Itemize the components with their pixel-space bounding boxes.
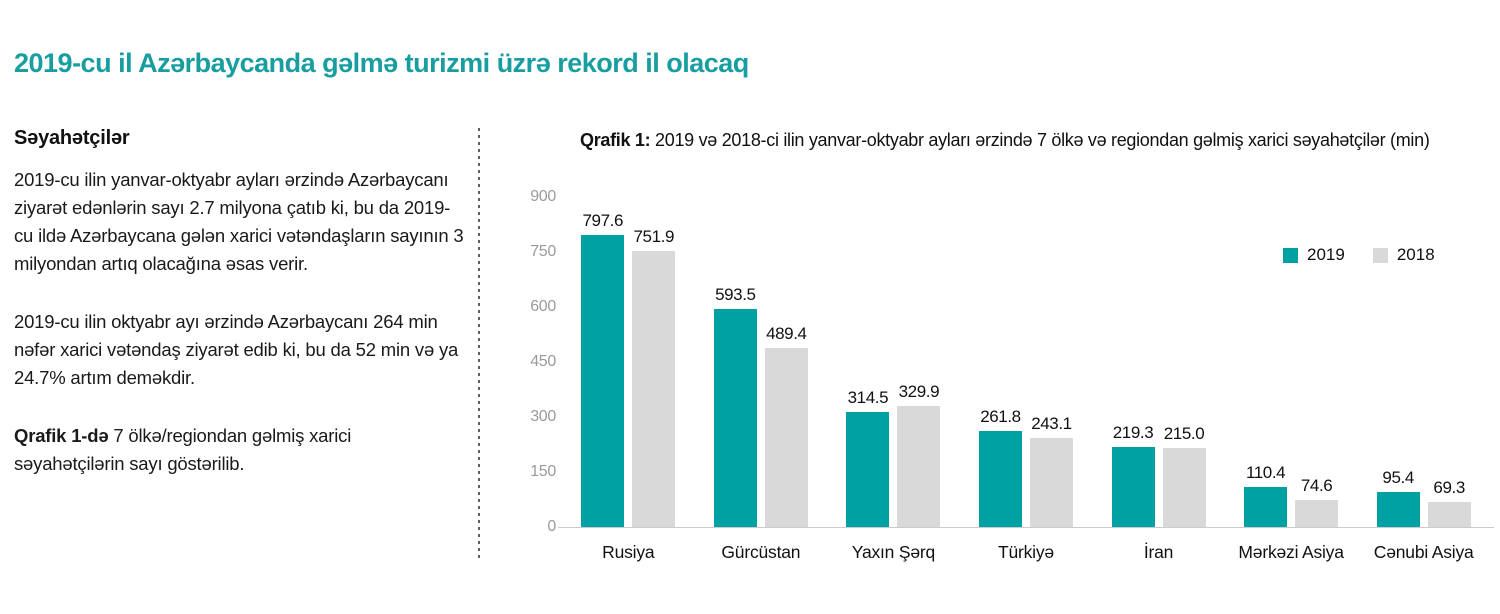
legend-label-2019: 2019 [1307,245,1345,264]
sidebar-heading: Səyahətçilər [14,127,130,149]
bar-column-2019-yax-n-rq: 314.5 [846,388,890,527]
bar-column-2018-yax-n-rq: 329.9 [897,382,941,527]
bar-column-2019-rusiya: 797.6 [581,211,625,527]
x-axis-label-g-rc-stan: Gürcüstan [721,542,801,562]
sidebar-paragraph-3-lead: Qrafik 1-də [14,425,109,446]
bar-group-m-rk-zi-asiya: 110.4 74.6 Mərkəzi Asiya [1238,197,1344,562]
bar-group-g-rc-stan: 593.5 489.4 Gürcüstan [713,197,808,562]
x-axis-label-i-ran: İran [1143,542,1174,562]
bar-2018-m-rk-zi-asiya [1295,500,1339,527]
chart-x-axis-line [558,527,1494,528]
legend-swatch-icon-2019 [1283,247,1298,263]
y-tick-label-150: 150 [530,463,556,480]
bar-2019-g-rc-stan [713,309,757,527]
bar-2019-m-rk-zi-asiya [1244,487,1288,527]
dotted-divider [478,128,480,560]
bar-2019-yax-n-rq [846,412,890,527]
bar-2018-i-ran [1162,448,1206,527]
bar-column-2019-m-rk-zi-asiya: 110.4 [1244,463,1288,527]
x-axis-label-rusiya: Rusiya [602,542,655,562]
y-tick-label-0: 0 [547,518,556,535]
bar-column-2019-i-ran: 219.3 [1111,423,1155,527]
y-tick-label-750: 750 [530,243,556,260]
sidebar-paragraph-2: 2019-cu ilin oktyabr ayı ərzində Azərbay… [14,311,459,388]
chart-y-axis: 0 150 300 450 600 750 900 [500,188,556,535]
bar-column-2019-c-nubi-asiya: 95.4 [1376,468,1420,527]
bar-column-2018-m-rk-zi-asiya: 74.6 [1295,476,1339,527]
sidebar-paragraph-3: Qrafik 1-də 7 ölkə/regiondan gəlmiş xari… [14,422,466,478]
chart-legend: 2019 2018 [1283,245,1435,265]
bar-column-2018-c-nubi-asiya: 69.3 [1427,478,1471,527]
sidebar-paragraph-1: 2019-cu ilin yanvar-oktyabr ayları ərzin… [14,169,464,274]
sidebar-paragraph-3-rest: 7 ölkə/regiondan gəlmiş xarici səyahətçi… [14,425,352,474]
bar-2018-rusiya [632,251,676,527]
bar-column-2019-t-rkiy: 261.8 [978,407,1022,527]
bar-value-label-2018-t-rkiy: 243.1 [1031,414,1072,433]
x-axis-label-t-rkiy: Türkiyə [997,542,1054,562]
bar-value-label-2018-c-nubi-asiya: 69.3 [1433,478,1465,497]
legend-label-2018: 2018 [1396,245,1435,264]
bar-group-yax-n-rq: 314.5 329.9 Yaxın Şərq [846,197,941,562]
legend-swatch-icon-2018 [1372,247,1388,263]
bar-value-label-2019-t-rkiy: 261.8 [980,407,1021,426]
bar-2018-g-rc-stan [764,348,808,527]
bar-2019-c-nubi-asiya [1376,492,1420,527]
y-tick-label-300: 300 [530,408,556,425]
legend-item-2019: 2019 [1283,245,1345,265]
y-tick-label-450: 450 [530,353,556,370]
bar-2019-t-rkiy [978,431,1022,527]
bar-2018-c-nubi-asiya [1427,502,1471,527]
bar-2018-yax-n-rq [897,406,941,527]
bar-value-label-2019-m-rk-zi-asiya: 110.4 [1245,463,1286,482]
y-tick-label-600: 600 [530,298,556,315]
sidebar: Səyahətçilər 2019-cu ilin yanvar-oktyabr… [14,124,466,508]
x-axis-label-yax-n-rq: Yaxın Şərq [851,542,936,562]
bar-value-label-2018-yax-n-rq: 329.9 [898,382,940,401]
bar-value-label-2019-rusiya: 797.6 [582,211,624,230]
bar-group-t-rkiy: 261.8 243.1 Türkiyə [978,197,1073,562]
y-tick-label-900: 900 [530,188,556,205]
bar-column-2018-t-rkiy: 243.1 [1029,414,1073,527]
bar-value-label-2018-m-rk-zi-asiya: 74.6 [1300,476,1333,495]
x-axis-label-c-nubi-asiya: Cənubi Asiya [1373,542,1474,562]
chart-title-rest: 2019 və 2018-ci ilin yanvar-oktyabr ayla… [650,130,1430,150]
bar-column-2018-rusiya: 751.9 [632,227,676,527]
bar-column-2018-i-ran: 215.0 [1162,424,1206,527]
bar-value-label-2019-yax-n-rq: 314.5 [847,388,889,407]
bar-value-label-2018-g-rc-stan: 489.4 [766,324,807,343]
bar-group-rusiya: 797.6 751.9 Rusiya [581,197,676,562]
bar-group-c-nubi-asiya: 95.4 69.3 Cənubi Asiya [1374,197,1474,562]
chart-title: Qrafik 1: 2019 və 2018-ci ilin yanvar-ok… [580,130,1430,151]
bar-column-2018-g-rc-stan: 489.4 [764,324,808,527]
bar-2018-t-rkiy [1029,438,1073,527]
legend-item-2018: 2018 [1372,245,1435,265]
page-title: 2019-cu il Azərbaycanda gəlmə turizmi üz… [14,48,749,78]
bar-column-2019-g-rc-stan: 593.5 [713,285,757,527]
chart-plot: 797.6 751.9 Rusiya 593.5 489.4 Gürcüstan 314.5… [562,197,1490,562]
bar-2019-i-ran [1111,447,1155,527]
bar-group-i-ran: 219.3 215.0 İran [1111,197,1206,562]
bar-value-label-2018-i-ran: 215.0 [1163,424,1205,443]
chart-title-lead: Qrafik 1: [580,130,651,150]
bar-value-label-2019-c-nubi-asiya: 95.4 [1382,468,1414,487]
x-axis-label-m-rk-zi-asiya: Mərkəzi Asiya [1238,542,1344,562]
bar-value-label-2018-rusiya: 751.9 [633,227,675,246]
bar-value-label-2019-g-rc-stan: 593.5 [715,285,756,304]
bar-value-label-2019-i-ran: 219.3 [1112,423,1154,442]
bar-2019-rusiya [581,235,625,527]
